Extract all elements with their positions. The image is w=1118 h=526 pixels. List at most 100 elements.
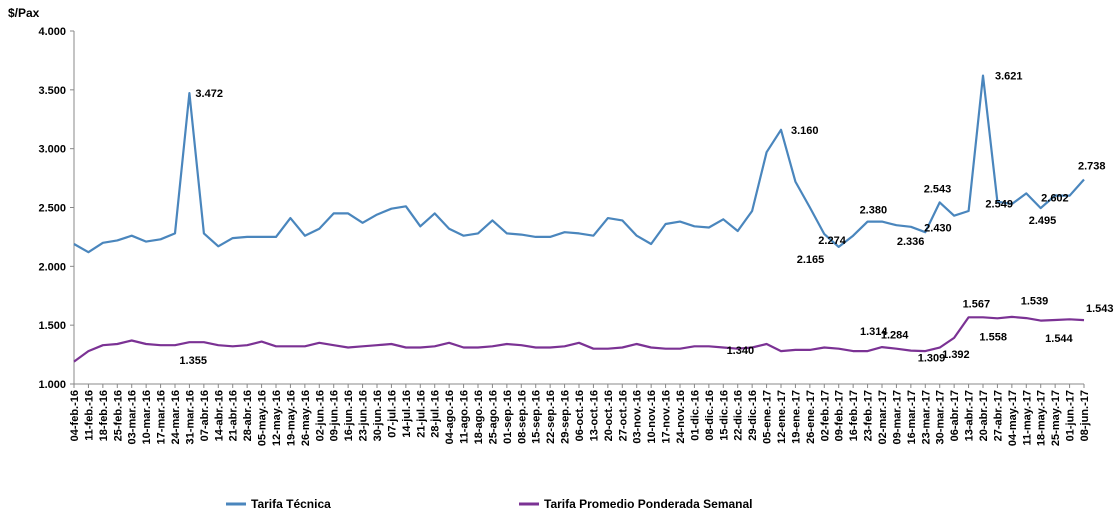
- x-tick-label: 21-jul.-16: [415, 390, 427, 438]
- x-tick-label: 27-abr.-17: [992, 390, 1004, 441]
- series-line-tarifa-promedio: [73, 315, 1085, 363]
- x-tick-label: 10-nov.-16: [646, 390, 658, 444]
- x-tick-label: 20-abr.-17: [978, 390, 990, 441]
- x-tick-label: 15-dic.-16: [718, 390, 730, 441]
- x-tick-label: 16-jun.-16: [343, 390, 355, 441]
- data-label: 2.543: [924, 183, 952, 195]
- x-tick-label: 10-mar.-16: [141, 390, 153, 444]
- data-label: 1.309: [918, 353, 946, 365]
- x-tick-label: 02-mar.-17: [877, 390, 889, 444]
- data-label: 2.738: [1078, 160, 1106, 172]
- data-label: 2.495: [1029, 215, 1057, 227]
- x-tick-label: 01-jun.-17: [1065, 390, 1077, 441]
- x-tick-label: 26-ene.-17: [805, 390, 817, 444]
- data-label: 1.544: [1045, 333, 1073, 345]
- x-tick-label: 23-feb.-17: [863, 390, 875, 441]
- x-tick-label: 04-ago.-16: [444, 390, 456, 444]
- x-tick-label: 01-sep.-16: [502, 390, 514, 444]
- y-tick-label: 3.500: [38, 85, 66, 97]
- x-tick-label: 05-may.-16: [257, 390, 269, 446]
- x-tick-label: 08-jun.-17: [1079, 390, 1091, 441]
- y-tick-labels: 1.000 1.500 2.000 2.500 3.000 3.500 4.000: [38, 26, 66, 391]
- y-tick-label: 3.000: [38, 144, 66, 156]
- x-tick-label: 07-abr.-16: [199, 390, 211, 441]
- data-label: 1.340: [727, 345, 755, 357]
- data-label: 2.165: [797, 254, 825, 266]
- x-tick-label: 23-mar.-17: [920, 390, 932, 444]
- y-tick-label: 1.000: [38, 379, 66, 391]
- x-tick-label: 29-dic.-16: [747, 390, 759, 441]
- x-tick-label: 12-ene.-17: [776, 390, 788, 444]
- y-tick-label: 1.500: [38, 320, 66, 332]
- x-tick-label: 11-feb.-16: [83, 390, 95, 441]
- x-tick-label: 02-jun.-16: [314, 390, 326, 441]
- data-label: 3.160: [791, 125, 819, 137]
- x-tick-label: 03-nov.-16: [632, 390, 644, 444]
- series-lines: [73, 74, 1085, 363]
- x-tick-label: 06-abr.-17: [949, 390, 961, 441]
- x-tick-label: 09-mar.-17: [891, 390, 903, 444]
- x-tick-label: 01-dic.-16: [689, 390, 701, 441]
- data-label: 2.549: [985, 199, 1013, 211]
- data-label: 2.380: [860, 205, 888, 217]
- x-tick-label: 27-oct.-16: [617, 390, 629, 441]
- x-tick-label: 09-feb.-17: [834, 390, 846, 441]
- data-label: 1.543: [1086, 303, 1114, 315]
- x-tick-label: 31-mar.-16: [184, 390, 196, 444]
- x-tick-label: 17-mar.-16: [156, 390, 168, 444]
- x-tick-label: 30-mar.-17: [935, 390, 947, 444]
- x-tick-label: 17-nov.-16: [661, 390, 673, 444]
- x-tick-label: 14-abr.-16: [213, 390, 225, 441]
- x-tick-label: 22-dic.-16: [733, 390, 745, 441]
- axes: [70, 30, 1085, 388]
- x-tick-label: 09-jun.-16: [329, 390, 341, 441]
- data-label: 1.567: [963, 298, 991, 310]
- x-tick-label: 20-oct.-16: [603, 390, 615, 441]
- x-tick-label: 26-may.-16: [300, 390, 312, 446]
- data-label: 1.392: [942, 349, 970, 361]
- x-tick-label: 13-oct.-16: [588, 390, 600, 441]
- x-tick-label: 12-may.-16: [271, 390, 283, 446]
- data-label: 2.430: [924, 223, 952, 235]
- x-tick-label: 21-abr.-16: [228, 390, 240, 441]
- data-label: 1.355: [179, 355, 207, 367]
- x-tick-label: 11-may.-17: [1021, 390, 1033, 445]
- legend-label: Tarifa Técnica: [251, 497, 331, 511]
- x-tick-label: 04-feb.-16: [69, 390, 81, 441]
- data-label: 2.274: [818, 235, 846, 247]
- x-tick-label: 08-sep.-16: [516, 390, 528, 444]
- x-tick-label: 30-jun.-16: [372, 390, 384, 441]
- y-tick-label: 2.000: [38, 261, 66, 273]
- y-axis-label: $/Pax: [8, 6, 40, 20]
- data-label: 1.314: [860, 326, 888, 338]
- legend-label: Tarifa Promedio Ponderada Semanal: [544, 497, 753, 511]
- x-tick-label: 25-ago.-16: [487, 390, 499, 444]
- data-labels: 3.472 3.160 2.274 2.165 2.380 2.336 2.543 2.430…: [179, 71, 1113, 368]
- x-tick-label: 16-feb.-17: [848, 390, 860, 441]
- data-label: 1.558: [979, 331, 1007, 343]
- x-tick-label: 08-dic.-16: [704, 390, 716, 441]
- x-tick-label: 19-may.-16: [285, 390, 297, 446]
- x-tick-label: 18-ago.-16: [473, 390, 485, 444]
- data-label: 3.472: [195, 88, 223, 100]
- y-tick-label: 2.500: [38, 203, 66, 215]
- x-tick-label: 22-sep.-16: [545, 390, 557, 444]
- x-tick-label: 18-may.-17: [1036, 390, 1048, 446]
- series-line-tarifa-tecnica: [73, 74, 1085, 254]
- x-tick-label: 24-mar.-16: [170, 390, 182, 444]
- x-tick-label: 07-jul.-16: [386, 390, 398, 438]
- x-tick-label: 29-sep.-16: [560, 390, 572, 444]
- x-tick-label: 24-nov.-16: [675, 390, 687, 444]
- x-tick-label: 19-ene.-17: [790, 390, 802, 444]
- x-tick-label: 25-may.-17: [1050, 390, 1062, 446]
- x-tick-label: 04-may.-17: [1007, 390, 1019, 446]
- x-tick-label: 13-abr.-17: [964, 390, 976, 441]
- x-tick-labels: 04-feb.-16 11-feb.-16 18-feb.-16 25-feb.-16…: [69, 390, 1091, 446]
- x-tick-label: 18-feb.-16: [98, 390, 110, 441]
- x-tick-label: 06-oct.-16: [574, 390, 586, 441]
- x-tick-label: 28-jul.-16: [430, 390, 442, 438]
- x-tick-label: 16-mar.-17: [906, 390, 918, 444]
- x-tick-label: 11-ago.-16: [459, 390, 471, 444]
